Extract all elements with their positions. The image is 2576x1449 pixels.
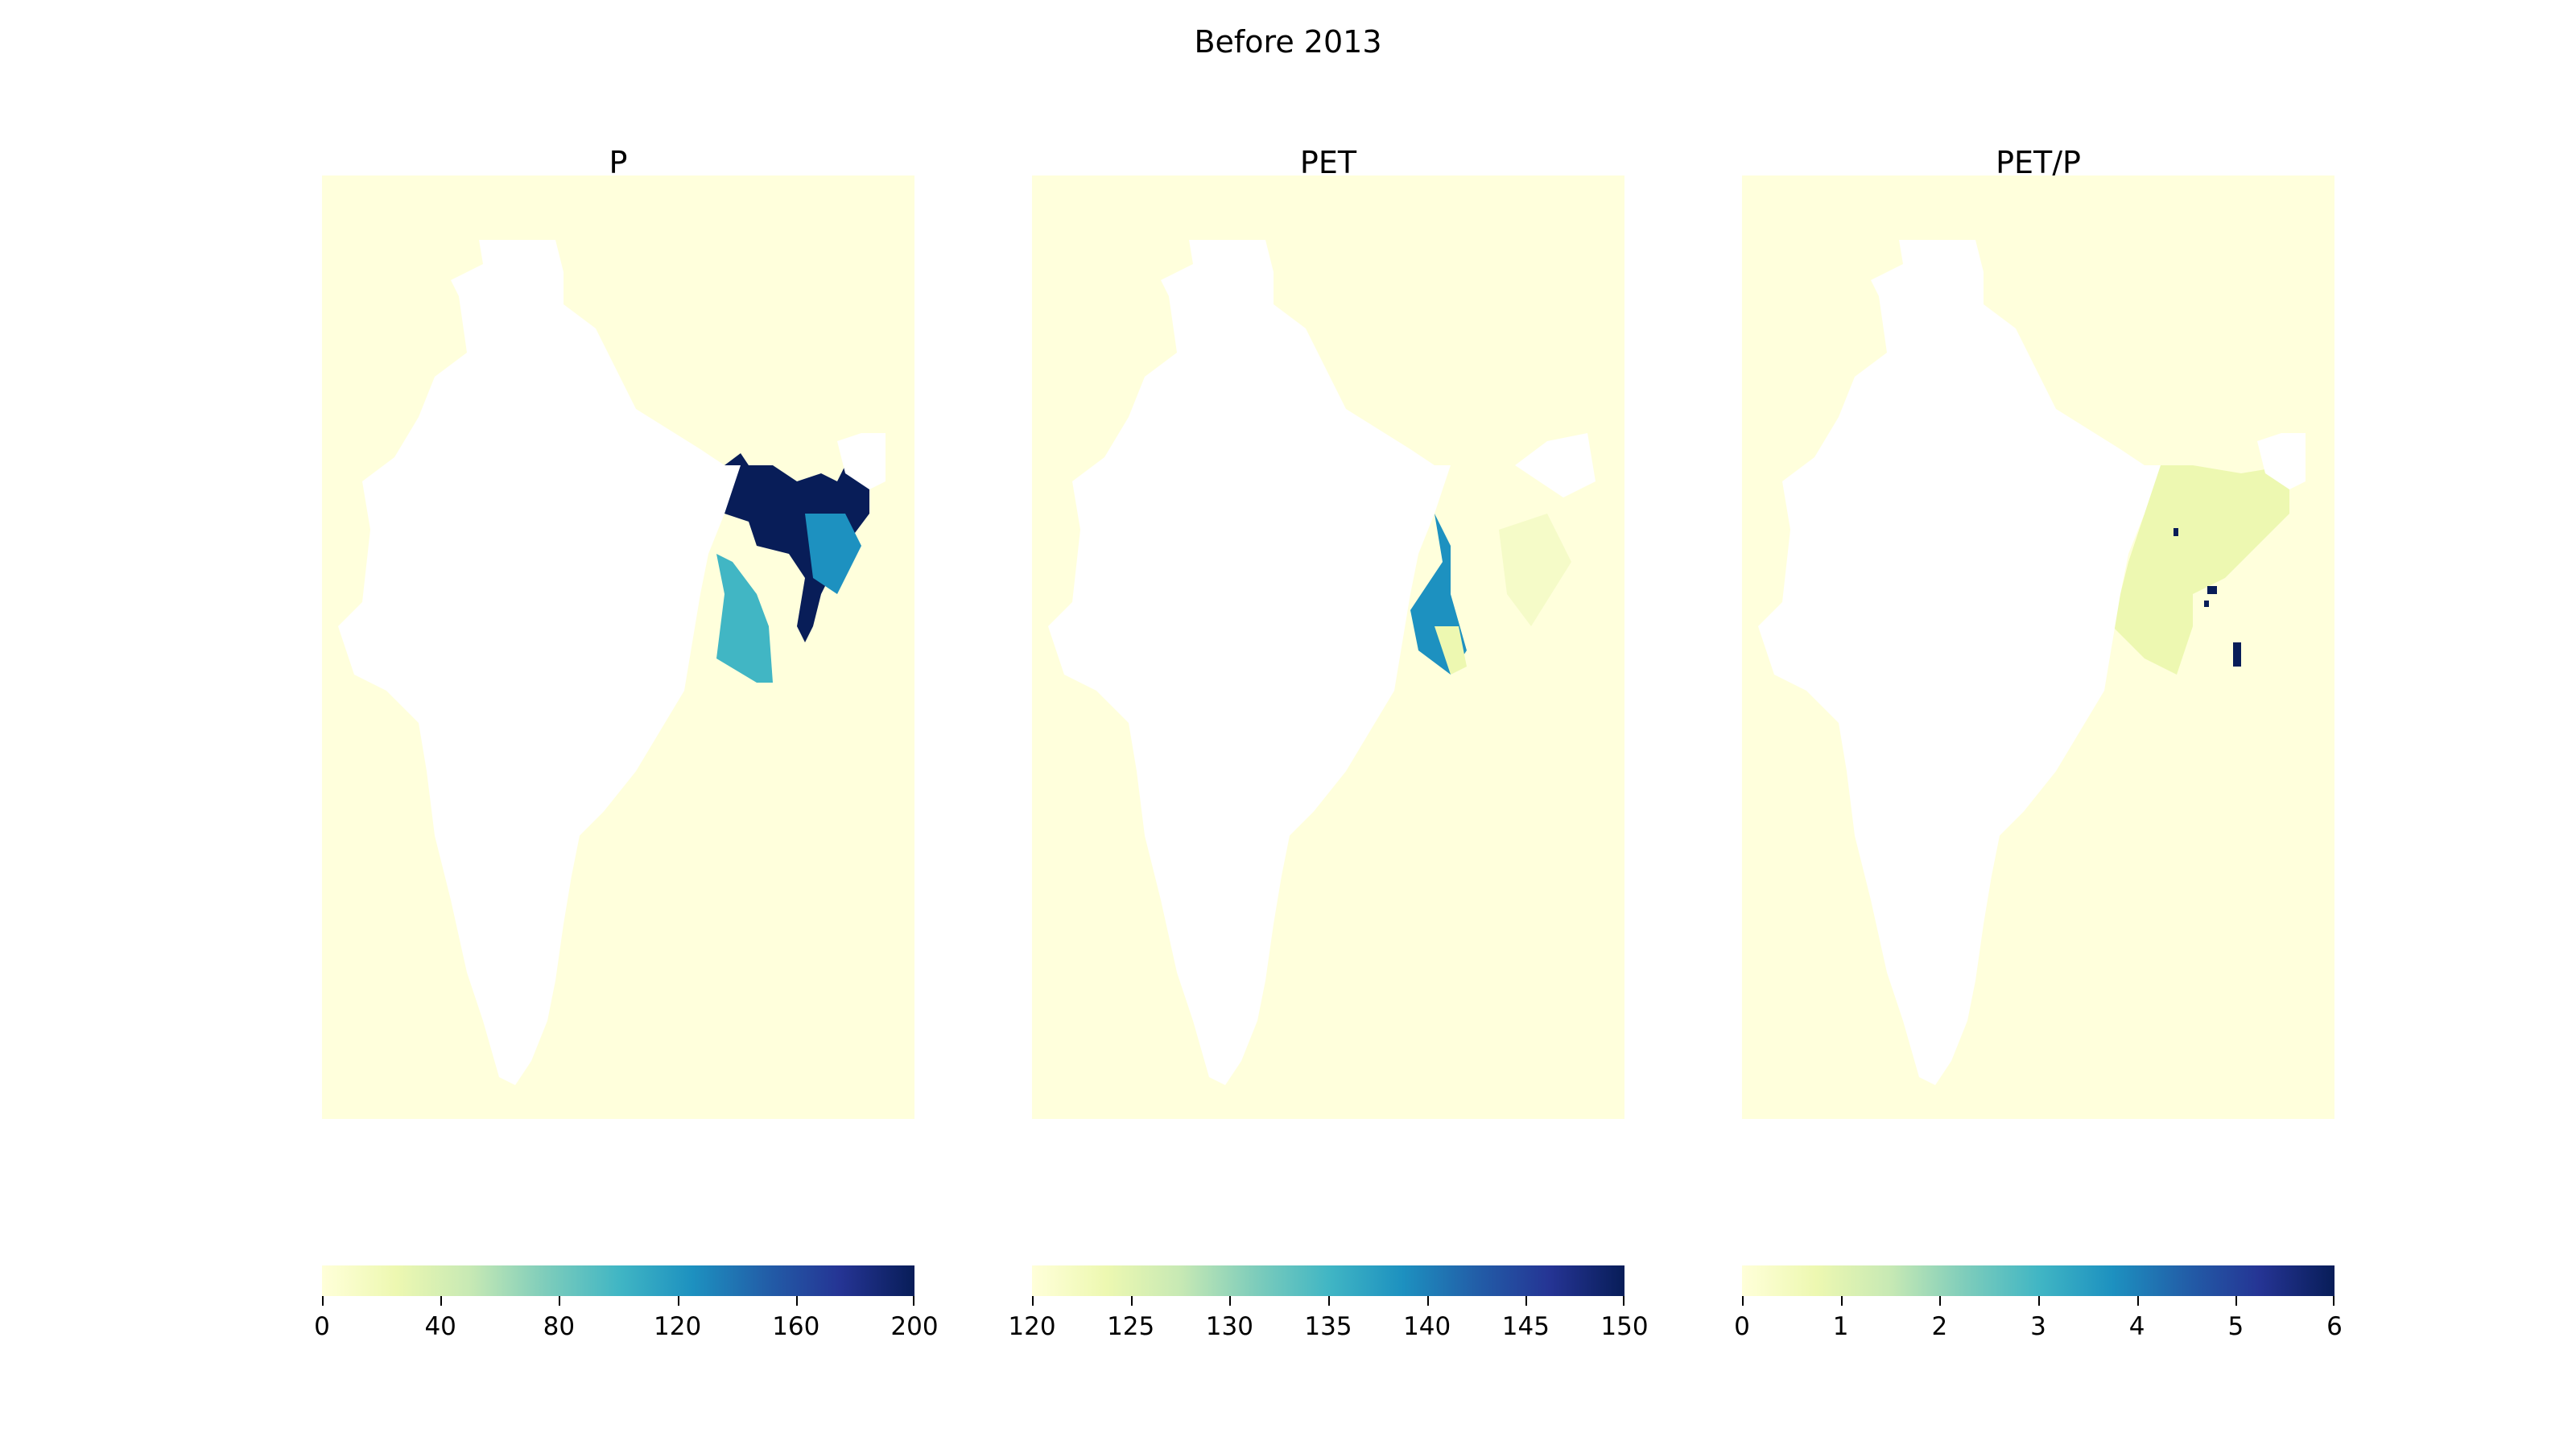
colorbar-tick [913, 1296, 914, 1306]
colorbar-tick-label: 6 [2326, 1312, 2343, 1341]
colorbar-tick-label: 1 [1832, 1312, 1849, 1341]
colorbar-pet: 120 125 130 135 140 145 150 [1008, 1265, 1649, 1341]
map-pet [1032, 175, 1624, 1119]
region-low [1435, 626, 1467, 675]
hotspot-cell [2233, 642, 2241, 667]
colorbar-tick-label: 3 [2030, 1312, 2046, 1341]
colorbar-ticks: 0 40 80 120 160 200 [314, 1296, 939, 1344]
colorbar-tick [1623, 1296, 1624, 1306]
hotspot-cell [2174, 528, 2178, 536]
colorbar-gradient [1032, 1265, 1624, 1296]
northeast-mask [837, 433, 886, 489]
colorbar-tick-label: 160 [772, 1312, 820, 1341]
northeast-mask [1515, 433, 1596, 497]
panel-title-pet-p: PET/P [1996, 145, 2081, 180]
colorbar-tick-label: 120 [1008, 1312, 1056, 1341]
colorbar-tick-label: 145 [1501, 1312, 1550, 1341]
colorbar-tick-label: 135 [1304, 1312, 1352, 1341]
colorbar-tick [1426, 1296, 1429, 1306]
colorbar-p: 0 40 80 120 160 200 [314, 1265, 939, 1341]
region-low [2112, 465, 2289, 675]
colorbar-tick [2136, 1296, 2139, 1306]
colorbar-tick [440, 1296, 443, 1306]
colorbar-tick-label: 40 [424, 1312, 456, 1341]
region-east [1499, 514, 1571, 626]
colorbar-tick-label: 120 [654, 1312, 702, 1341]
colorbar-tick-label: 4 [2128, 1312, 2145, 1341]
map-p [322, 175, 914, 1119]
high-value-region [2112, 465, 2289, 675]
colorbar-tick [1032, 1296, 1034, 1306]
colorbar-tick-label: 0 [314, 1312, 330, 1341]
colorbar-tick [795, 1296, 798, 1306]
colorbar-tick [1328, 1296, 1330, 1306]
colorbar-tick [1229, 1296, 1232, 1306]
panel-title-p: P [609, 145, 628, 180]
colorbar-tick [559, 1296, 561, 1306]
colorbar-tick-label: 130 [1205, 1312, 1253, 1341]
region-mid [716, 554, 773, 683]
colorbar-tick [1840, 1296, 1843, 1306]
colorbar-tick-label: 5 [2227, 1312, 2244, 1341]
colorbar-pet-p: 0 1 2 3 4 5 6 [1734, 1265, 2343, 1341]
india-mask [1758, 240, 2161, 1085]
india-mask [1048, 240, 1451, 1085]
northeast-mask [2257, 433, 2306, 489]
colorbar-tick-label: 80 [543, 1312, 576, 1341]
colorbar-ticks: 120 125 130 135 140 145 150 [1008, 1296, 1649, 1344]
colorbar-tick [322, 1296, 324, 1306]
colorbar-tick [2235, 1296, 2238, 1306]
region-mid-2 [805, 514, 861, 594]
map-pet-p [1742, 175, 2334, 1119]
high-value-region [1410, 514, 1571, 675]
panel-title-pet: PET [1299, 145, 1357, 180]
colorbar-tick-label: 2 [1931, 1312, 1948, 1341]
colorbar-ticks: 0 1 2 3 4 5 6 [1734, 1296, 2343, 1344]
colorbar-tick [2333, 1296, 2334, 1306]
colorbar-gradient [322, 1265, 914, 1296]
region-high [724, 453, 869, 642]
colorbar-tick-label: 125 [1107, 1312, 1155, 1341]
colorbar-tick [1130, 1296, 1133, 1306]
colorbar-tick-label: 200 [890, 1312, 939, 1341]
colorbar-tick-label: 0 [1734, 1312, 1750, 1341]
colorbar-tick [677, 1296, 679, 1306]
india-mask [338, 240, 741, 1085]
hotspot-cell [2204, 601, 2209, 607]
hotspot-cell [2207, 586, 2217, 594]
colorbar-tick [1742, 1296, 1744, 1306]
high-value-region [716, 453, 869, 683]
colorbar-tick [2038, 1296, 2040, 1306]
colorbar-tick-label: 140 [1403, 1312, 1451, 1341]
colorbar-tick [1939, 1296, 1942, 1306]
colorbar-tick [1525, 1296, 1528, 1306]
figure-title: Before 2013 [1194, 24, 1382, 60]
colorbar-tick-label: 150 [1600, 1312, 1649, 1341]
colorbar-gradient [1742, 1265, 2334, 1296]
